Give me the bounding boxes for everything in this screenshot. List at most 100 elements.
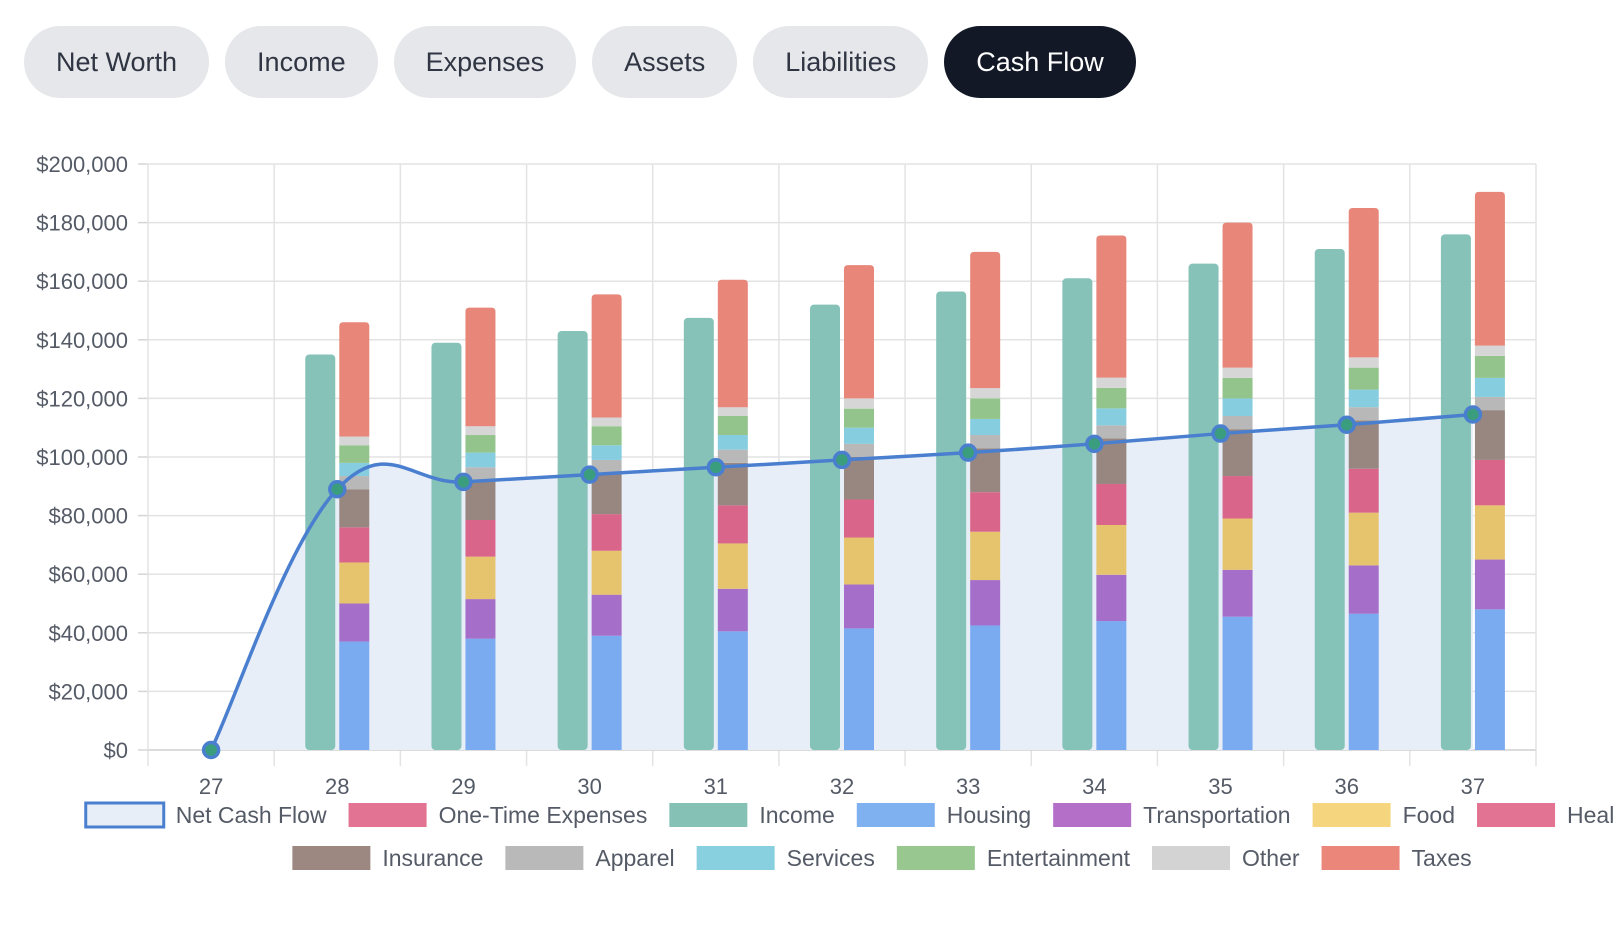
legend-label: Housing [947, 802, 1031, 828]
net-cash-flow-point [201, 740, 221, 760]
net-cash-flow-point [1211, 424, 1230, 443]
x-axis-labels: 27 28 29 30 31 32 33 34 35 36 37 [199, 774, 1485, 799]
bar-taxes [1222, 222, 1253, 368]
legend-item: Net Cash Flow [84, 801, 327, 829]
x-tick-label: 32 [830, 774, 854, 799]
x-tick-label: 36 [1334, 774, 1358, 799]
bar-apparel [1222, 415, 1253, 430]
bar-transportation [844, 584, 874, 629]
legend-label: Other [1242, 845, 1300, 871]
tab-net-worth[interactable]: Net Worth [24, 26, 210, 98]
bar-housing [1348, 613, 1379, 750]
bar-other [970, 388, 1001, 399]
bar-taxes [717, 279, 748, 408]
bar-entertainment [465, 435, 496, 453]
bar-services [970, 418, 1001, 436]
legend-item: Healthcare [1477, 802, 1614, 828]
legend-item: Taxes [1321, 845, 1472, 871]
net-cash-flow-point [580, 465, 599, 484]
y-tick-label: $20,000 [48, 679, 128, 704]
bar-services [1474, 377, 1505, 397]
bar-services [1096, 408, 1127, 426]
bar-services [1348, 389, 1379, 408]
bar-transportation [465, 599, 496, 639]
bar-taxes [339, 322, 370, 437]
bar-transportation [1096, 574, 1127, 622]
bar-services [844, 427, 874, 444]
net-cash-flow-point [328, 479, 347, 499]
bar-healthcare [970, 492, 1001, 532]
legend-label: Apparel [595, 845, 674, 871]
y-tick-label: $60,000 [48, 562, 128, 587]
bar-insurance [339, 489, 370, 528]
tab-cash-flow[interactable]: Cash Flow [944, 26, 1136, 98]
net-cash-flow-point [1085, 434, 1104, 454]
bar-housing [717, 631, 748, 750]
tab-assets[interactable]: Assets [592, 26, 738, 98]
legend: Net Cash Flow One-Time Expenses Income Hous… [84, 801, 1614, 871]
bar-entertainment [1096, 387, 1127, 409]
bar-transportation [339, 603, 370, 642]
tab-income[interactable]: Income [225, 26, 378, 98]
legend-item: Housing [856, 802, 1031, 828]
legend-label: Taxes [1412, 845, 1472, 871]
bar-apparel [1096, 425, 1127, 439]
bar-income [1314, 248, 1345, 750]
y-tick-label: $140,000 [36, 328, 128, 353]
legend-swatch [856, 803, 935, 827]
bar-housing [1222, 616, 1253, 750]
bar-other [1096, 377, 1127, 388]
net-cash-flow-area [211, 414, 1473, 750]
bar-housing [844, 628, 874, 750]
bar-entertainment [1474, 355, 1505, 378]
bar-income [810, 304, 840, 750]
bar-apparel [844, 443, 874, 457]
bar-housing [591, 635, 622, 750]
bar-taxes [591, 294, 622, 418]
legend-item: Income [669, 802, 835, 828]
bar-income [557, 331, 588, 750]
bar-transportation [1222, 569, 1253, 617]
bar-healthcare [591, 514, 622, 551]
y-axis-labels: $0 $20,000 $40,000 $60,000 $80,000 $100,000 $1… [36, 152, 128, 763]
bar-taxes [465, 307, 496, 427]
bar-healthcare [1348, 468, 1379, 513]
x-tick-label: 28 [325, 774, 349, 799]
bar-other [339, 436, 370, 446]
bar-other [465, 426, 496, 436]
legend-item: Entertainment [896, 845, 1131, 871]
bar-services [339, 462, 370, 477]
net-cash-flow-point [832, 450, 852, 470]
legend-label: Net Cash Flow [176, 802, 327, 828]
bar-entertainment [1222, 377, 1253, 399]
bar-food [339, 562, 370, 604]
tab-liabilities[interactable]: Liabilities [753, 26, 929, 98]
bar-entertainment [970, 398, 1001, 419]
bar-apparel [717, 449, 748, 463]
legend-swatch [1053, 803, 1132, 827]
bar-food [1222, 518, 1253, 570]
net-cash-flow-line [209, 412, 1474, 751]
bar-housing [1096, 621, 1127, 750]
bar-entertainment [591, 426, 622, 446]
legend-swatch [896, 846, 975, 870]
x-tick-label: 29 [451, 774, 475, 799]
legend-swatch [696, 846, 775, 870]
bar-other [717, 407, 748, 416]
bar-apparel [1474, 396, 1505, 411]
legend-swatch [505, 846, 584, 870]
bar-apparel [465, 467, 496, 481]
net-cash-flow-point [454, 472, 473, 492]
tab-expenses[interactable]: Expenses [393, 26, 577, 98]
bar-housing [970, 625, 1001, 750]
bar-entertainment [339, 445, 370, 463]
y-tick-label: $0 [104, 738, 128, 763]
bar-services [717, 435, 748, 450]
bar-taxes [1474, 191, 1505, 346]
net-cash-flow-point [1337, 415, 1356, 435]
legend-item: One-Time Expenses [348, 802, 647, 828]
bar-food [1474, 505, 1505, 560]
bar-taxes [1348, 207, 1379, 358]
bar-other [1348, 357, 1379, 368]
x-tick-label: 37 [1461, 774, 1485, 799]
